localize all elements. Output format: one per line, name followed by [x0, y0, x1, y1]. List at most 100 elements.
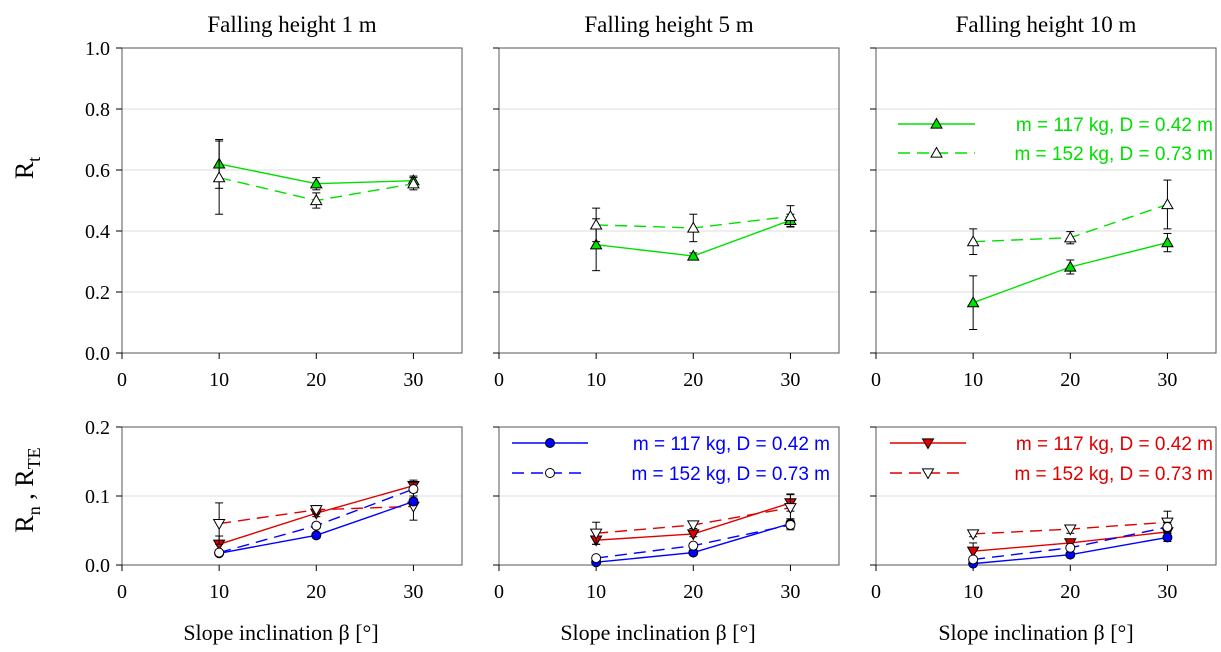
y-tick-label: 0.8 — [85, 99, 110, 121]
x-tick-label: 20 — [306, 369, 326, 391]
y-tick-label: 0.6 — [85, 160, 110, 182]
x-tick-label: 10 — [963, 581, 983, 603]
legend-marker — [930, 117, 943, 129]
x-tick-label: 20 — [1060, 369, 1080, 391]
series-green-dashed — [589, 205, 797, 243]
series-red-dashed — [966, 510, 1174, 541]
y-tick-label: 1.0 — [85, 38, 110, 60]
y-tick-label: 0.2 — [85, 282, 110, 304]
data-point — [309, 505, 323, 517]
x-tick-label: 0 — [494, 369, 504, 391]
x-tick-label: 10 — [209, 369, 229, 391]
panel-title: Falling height 10 m — [956, 12, 1137, 37]
bottom-ylabel-sep: , — [10, 487, 39, 507]
top-ylabel-main: R — [10, 161, 39, 179]
x-tick-label: 30 — [1157, 369, 1177, 391]
x-tick-label: 20 — [683, 581, 703, 603]
panel-bottom-3: 0 10 20 30 m = 117 kg, D = 0.42 m m = 152 kg,… — [870, 426, 1217, 603]
x-tick-label: 30 — [780, 369, 800, 391]
y-tick-label: 0.0 — [85, 343, 110, 365]
plot-frame — [498, 47, 840, 354]
xlabel-3: Slope inclination β [°] — [938, 620, 1133, 645]
panel-bottom-1: 0.0 0.1 0.2 0 10 20 30 — [85, 417, 463, 603]
legend: m = 117 kg, D = 0.42 m m = 152 kg, D = 0.… — [898, 115, 1213, 165]
y-tick-label: 0.4 — [85, 221, 110, 243]
x-tick-label: 30 — [1157, 581, 1177, 603]
panel-top-3: 0 10 20 30 Falling height 10 m m = 117 kg, D … — [870, 12, 1217, 391]
data-point — [784, 503, 797, 515]
legend-label: m = 152 kg, D = 0.73 m — [1014, 144, 1213, 165]
y-tick-label: 0.0 — [85, 555, 110, 577]
data-point — [589, 528, 603, 540]
bottom-ylabel-rn-sub: n — [24, 506, 44, 515]
x-tick-label: 20 — [306, 581, 326, 603]
data-point — [589, 218, 603, 230]
x-tick-label: 30 — [403, 369, 423, 391]
data-point — [309, 177, 323, 189]
data-point — [1162, 532, 1173, 543]
series-green-dashed — [966, 179, 1174, 255]
x-tick-label: 30 — [780, 581, 800, 603]
data-point — [686, 249, 700, 261]
data-point — [1161, 197, 1174, 210]
data-point — [1161, 236, 1174, 248]
x-tick-label: 10 — [209, 581, 229, 603]
bottom-ylabel: Rn , RTE — [10, 447, 44, 532]
data-point — [686, 221, 700, 233]
data-point — [311, 530, 322, 541]
data-point — [1063, 231, 1077, 243]
series-red-solid — [212, 479, 420, 554]
series-blue-dashed — [968, 521, 1173, 565]
x-tick-label: 0 — [871, 581, 881, 603]
panel-top-2: 0 10 20 30 Falling height 5 m — [493, 12, 840, 391]
x-tick-label: 0 — [494, 581, 504, 603]
data-point — [785, 519, 796, 530]
data-point — [1162, 522, 1173, 533]
bottom-ylabel-rn: R — [10, 515, 39, 533]
series-red-solid — [589, 494, 797, 547]
legend-marker — [930, 146, 943, 158]
x-tick-label: 30 — [403, 581, 423, 603]
data-point — [309, 193, 323, 206]
data-point — [1063, 260, 1077, 272]
panel-top-1: 0.0 0.2 0.4 0.6 0.8 1.0 0 10 20 30 Falling height … — [85, 12, 463, 391]
panel-bottom-2: 0 10 20 30 m = 117 kg, D = 0.42 m m = 152 kg,… — [493, 426, 840, 603]
top-ylabel: Rt — [10, 157, 44, 179]
series-green-dashed — [212, 140, 420, 215]
legend-marker — [545, 468, 555, 478]
legend-marker — [921, 438, 935, 450]
data-point — [408, 496, 419, 507]
x-tick-label: 10 — [586, 581, 606, 603]
x-tick-label: 0 — [117, 581, 127, 603]
data-point — [214, 547, 225, 558]
panels: 0.0 0.2 0.4 0.6 0.8 1.0 0 10 20 30 Falling height … — [85, 12, 1217, 603]
legend-label: m = 152 kg, D = 0.73 m — [1014, 464, 1213, 485]
series-green-solid — [966, 232, 1174, 331]
y-tick-label: 0.1 — [85, 486, 110, 508]
legend-marker — [545, 438, 555, 448]
legend: m = 117 kg, D = 0.42 m m = 152 kg, D = 0.… — [890, 434, 1213, 485]
top-ylabel-sub: t — [24, 157, 44, 162]
data-point — [686, 520, 700, 532]
data-point — [966, 296, 980, 308]
data-point — [408, 484, 419, 495]
x-tick-label: 10 — [963, 369, 983, 391]
legend-label: m = 152 kg, D = 0.73 m — [631, 464, 830, 485]
panel-title: Falling height 1 m — [207, 12, 376, 37]
series-green-solid — [212, 139, 420, 191]
data-point — [212, 518, 226, 531]
data-point — [212, 171, 226, 183]
data-point — [968, 554, 979, 565]
legend-label: m = 117 kg, D = 0.42 m — [633, 434, 830, 455]
data-point — [966, 235, 980, 247]
plot-frame — [121, 47, 463, 354]
legend-label: m = 117 kg, D = 0.42 m — [1016, 115, 1213, 136]
data-point — [589, 238, 603, 250]
plot-frame — [875, 47, 1217, 354]
xlabel-1: Slope inclination β [°] — [183, 620, 378, 645]
xlabel-2: Slope inclination β [°] — [560, 620, 755, 645]
series-blue-dashed — [214, 481, 419, 558]
legend: m = 117 kg, D = 0.42 m m = 152 kg, D = 0.… — [512, 434, 830, 485]
x-tick-label: 10 — [586, 369, 606, 391]
